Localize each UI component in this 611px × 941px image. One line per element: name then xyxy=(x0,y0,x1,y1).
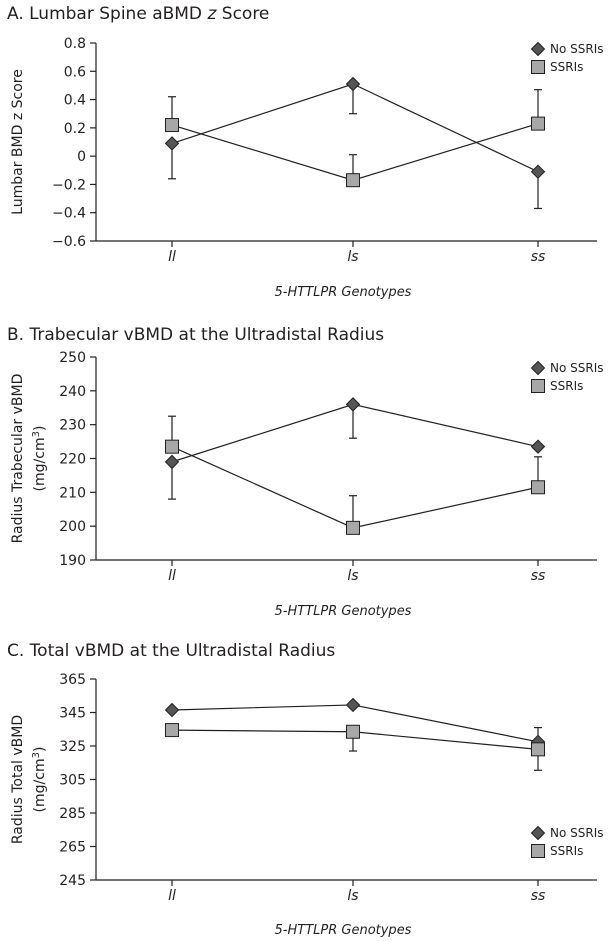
y-tick-label: 240 xyxy=(59,384,86,400)
y-tick-label: −0.6 xyxy=(52,234,86,250)
x-axis-title: 5-HTTLPR Genotypes xyxy=(275,285,412,300)
legend-label: No SSRIs xyxy=(550,361,604,375)
chart-title: A. Lumbar Spine aBMD z Score xyxy=(7,4,269,24)
y-tick-label: 245 xyxy=(59,873,86,889)
x-tick-label: ls xyxy=(347,568,358,584)
chart-title: C. Total vBMD at the Ultradistal Radius xyxy=(7,641,335,661)
data-point-no-ssris xyxy=(164,136,180,151)
data-point-ssris xyxy=(531,116,545,131)
y-axis-title: Radius Total vBMD xyxy=(10,715,26,844)
y-tick-label: 345 xyxy=(59,706,86,722)
y-tick-label: 0.2 xyxy=(64,121,86,137)
y-tick-label: 325 xyxy=(59,739,86,755)
y-tick-label: 365 xyxy=(59,672,86,688)
legend-marker-ssris xyxy=(531,379,545,393)
y-tick-label: 0.8 xyxy=(64,36,86,52)
data-point-ssris xyxy=(165,723,179,738)
x-tick-label: ss xyxy=(531,249,546,265)
x-tick-label: ss xyxy=(531,568,546,584)
series-line-no-ssris xyxy=(171,403,539,463)
data-point-ssris xyxy=(346,520,360,535)
data-point-no-ssris xyxy=(345,697,361,713)
x-tick-label: ll xyxy=(168,568,176,584)
panel-3: C. Total vBMD at the Ultradistal Radius 2… xyxy=(7,641,604,938)
legend-marker-no-ssris xyxy=(530,360,546,376)
x-axis-title: 5-HTTLPR Genotypes xyxy=(275,923,412,938)
data-point-no-ssris xyxy=(345,76,361,92)
y-tick-label: −0.2 xyxy=(52,177,86,193)
x-tick-label: ls xyxy=(347,249,358,265)
legend-marker-no-ssris xyxy=(530,41,546,57)
legend-label: SSRIs xyxy=(550,844,583,858)
data-point-ssris xyxy=(346,724,360,739)
legend: No SSRIs SSRIs xyxy=(530,825,604,858)
y-tick-label: 230 xyxy=(59,418,86,434)
y-tick-label: 285 xyxy=(59,806,86,822)
x-tick-label: ls xyxy=(347,888,358,904)
y-tick-label: 200 xyxy=(59,519,86,535)
y-tick-label: 0.6 xyxy=(64,64,86,80)
y-axis-title: Radius Trabecular vBMD xyxy=(10,374,26,544)
series-line-no-ssris xyxy=(171,83,539,173)
panel-2: B. Trabecular vBMD at the Ultradistal Ra… xyxy=(7,325,604,619)
data-point-no-ssris xyxy=(164,702,180,718)
legend-label: SSRIs xyxy=(550,379,583,393)
y-tick-label: 265 xyxy=(59,840,86,856)
data-point-no-ssris xyxy=(345,397,361,412)
data-point-ssris xyxy=(531,742,545,757)
data-point-no-ssris xyxy=(164,454,180,470)
x-tick-label: ll xyxy=(168,249,176,265)
y-axis-units: (mg/cm3) xyxy=(31,747,49,813)
x-tick-label: ll xyxy=(168,888,176,904)
y-tick-label: 305 xyxy=(59,773,86,789)
data-point-ssris xyxy=(531,480,545,495)
legend: No SSRIs SSRIs xyxy=(530,41,604,74)
data-point-ssris xyxy=(346,173,360,188)
legend-marker-no-ssris xyxy=(530,825,546,841)
chart-title: B. Trabecular vBMD at the Ultradistal Ra… xyxy=(7,325,384,345)
legend-label: No SSRIs xyxy=(550,826,604,840)
data-point-no-ssris xyxy=(530,439,546,454)
y-tick-label: 250 xyxy=(59,350,86,366)
y-tick-label: 220 xyxy=(59,452,86,468)
series-line-ssris xyxy=(171,446,539,529)
legend: No SSRIs SSRIs xyxy=(530,360,604,393)
legend-marker-ssris xyxy=(531,844,545,858)
y-axis-title: Lumbar BMD z Score xyxy=(10,69,26,215)
data-point-no-ssris xyxy=(530,164,546,179)
y-tick-label: 190 xyxy=(59,553,86,569)
data-point-ssris xyxy=(165,439,179,454)
y-tick-label: 0.4 xyxy=(64,93,86,109)
y-tick-label: 0 xyxy=(77,149,86,165)
legend-label: SSRIs xyxy=(550,60,583,74)
x-tick-label: ss xyxy=(531,888,546,904)
series-line-ssris xyxy=(171,123,539,181)
y-axis-units: (mg/cm3) xyxy=(31,426,49,492)
legend-label: No SSRIs xyxy=(550,42,604,56)
x-axis-title: 5-HTTLPR Genotypes xyxy=(275,604,412,619)
y-tick-label: −0.4 xyxy=(52,206,86,222)
data-point-ssris xyxy=(165,118,179,133)
y-tick-label: 210 xyxy=(59,485,86,501)
legend-marker-ssris xyxy=(531,60,545,74)
panel-1: A. Lumbar Spine aBMD z Score −0.6 −0.4 −0.2… xyxy=(7,4,604,300)
